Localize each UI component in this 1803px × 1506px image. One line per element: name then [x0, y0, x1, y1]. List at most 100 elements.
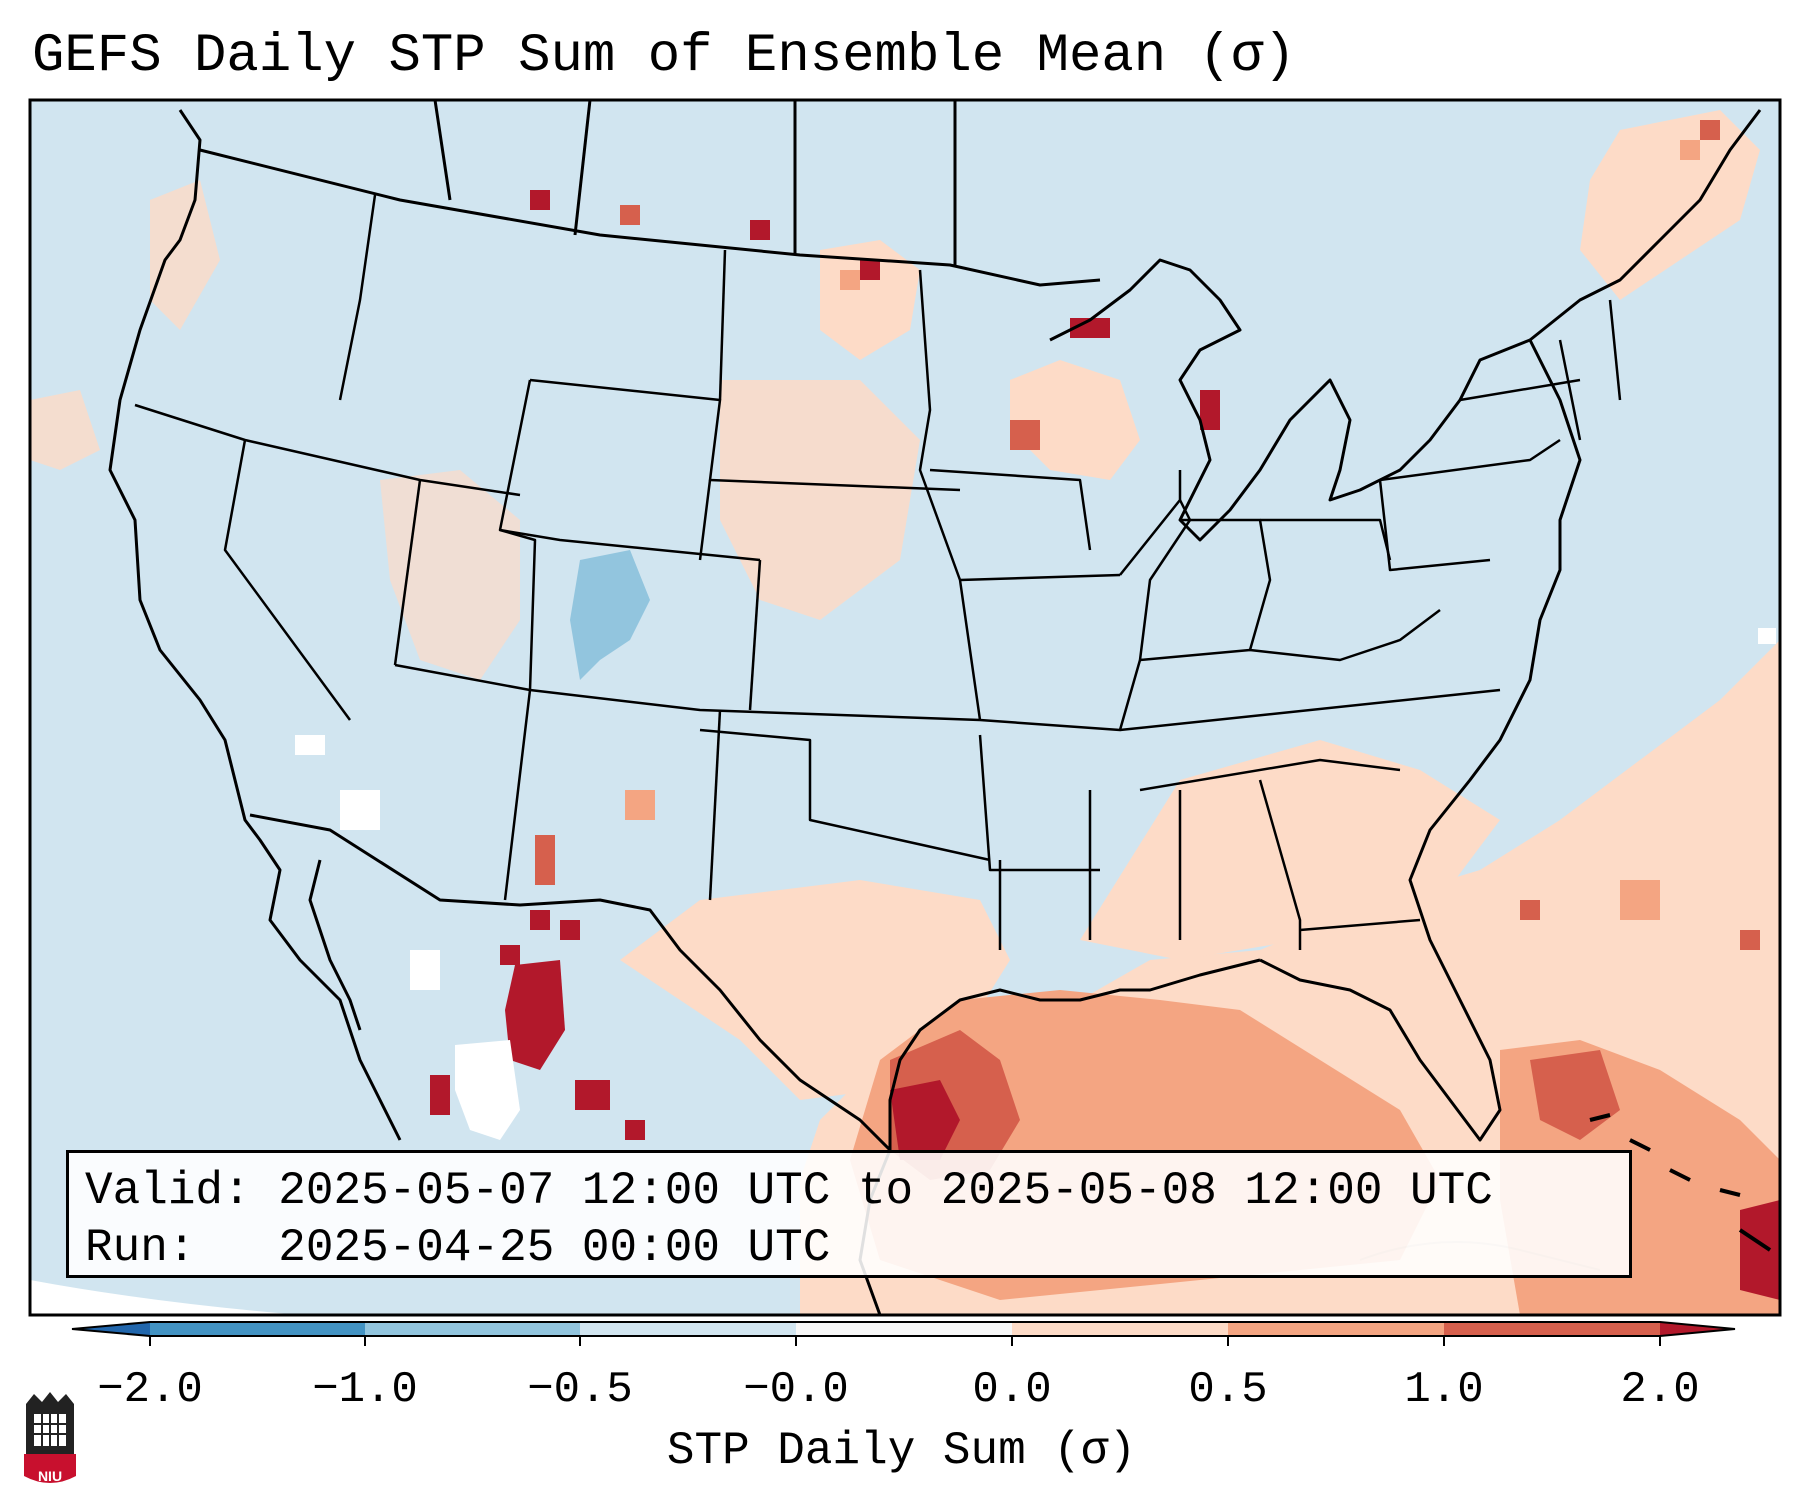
canada-province-line — [573, 100, 592, 236]
map-outlines — [108, 100, 1772, 1315]
state-line — [1180, 518, 1272, 651]
new-mexico-cell — [535, 835, 555, 885]
island — [1719, 1188, 1741, 1197]
colorbar — [71, 1321, 1736, 1346]
wisconsin-positive-region — [1010, 360, 1140, 480]
state-line — [1558, 339, 1582, 441]
new-mexico-cell — [625, 790, 655, 820]
state-line — [918, 269, 982, 721]
state-line — [498, 379, 761, 562]
caribbean-corner-max — [1740, 1200, 1780, 1300]
state-line — [1139, 758, 1401, 792]
run-label: Run: — [85, 1222, 196, 1274]
state-line — [699, 728, 991, 862]
lake-superior-cell — [1070, 318, 1110, 338]
colorbar-segment — [1012, 1322, 1228, 1336]
deep-south-positive-region — [1080, 740, 1500, 960]
state-line — [978, 734, 1100, 872]
valid-row: Valid: 2025-05-07 12:00 UTC to 2025-05-0… — [85, 1163, 1629, 1220]
baja-neutral-cell — [340, 790, 380, 830]
west-coastline — [108, 109, 402, 1141]
state-line — [393, 479, 422, 666]
colorbar-tick-label: −0.0 — [743, 1365, 849, 1415]
colorbar-tick-label: −2.0 — [97, 1365, 203, 1415]
colorbar-segment — [1228, 1322, 1444, 1336]
mexico-cell — [430, 1075, 450, 1115]
canada-province-line — [433, 100, 452, 201]
gulf-coastline — [888, 958, 1261, 1150]
colorado-negative-region — [570, 550, 650, 680]
baja-coastline — [308, 859, 362, 1031]
state-line — [1299, 918, 1421, 932]
niu-logo: NIU — [20, 1390, 80, 1490]
atlantic-cell — [1620, 880, 1660, 920]
state-line — [223, 439, 352, 721]
island — [1629, 1138, 1651, 1152]
colorbar-segment — [580, 1322, 796, 1336]
sonora-neutral-cell — [410, 950, 440, 990]
state-line — [1378, 479, 1491, 572]
map-frame — [28, 98, 1782, 1317]
great-lakes-coastline — [1049, 258, 1531, 542]
state-line — [698, 479, 712, 561]
quebec-cell — [1680, 140, 1700, 160]
mexico-cell — [500, 945, 520, 965]
figure-title: GEFS Daily STP Sum of Ensemble Mean (σ) — [32, 26, 1296, 87]
state-line — [959, 573, 1121, 582]
state-line — [1139, 609, 1441, 662]
nevada-neutral-cell — [295, 735, 325, 755]
dakotas-cell — [860, 260, 880, 280]
valid-run-info-box: Valid: 2025-05-07 12:00 UTC to 2025-05-0… — [66, 1150, 1632, 1278]
east-coastline — [1259, 339, 1582, 1142]
colorbar-tick-label: −1.0 — [312, 1365, 418, 1415]
mexico-cell — [560, 920, 580, 940]
state-line — [394, 663, 981, 722]
niu-logo-text: NIU — [37, 1468, 63, 1484]
mexico-cell — [530, 910, 550, 930]
mexico-high-region-1 — [505, 960, 565, 1070]
state-line — [529, 378, 961, 492]
colorbar-segment — [365, 1322, 580, 1336]
colorbar-tick-label: 1.0 — [1404, 1365, 1484, 1415]
michigan-cell — [1200, 390, 1220, 430]
colorbar-over-triangle — [1660, 1322, 1735, 1336]
colorbar-under-triangle — [72, 1322, 150, 1336]
valid-label: Valid: — [85, 1165, 251, 1217]
state-lines — [134, 194, 1622, 950]
gulf-max-region — [890, 1080, 960, 1160]
state-line — [1608, 299, 1622, 401]
state-line — [748, 559, 762, 711]
state-line — [1459, 378, 1581, 402]
state-line — [1119, 688, 1501, 732]
colorbar-tick-label: −0.5 — [527, 1365, 633, 1415]
plains-positive-region — [720, 380, 920, 620]
atlantic-neutral-cell — [1758, 628, 1776, 644]
projection-edge — [30, 1280, 302, 1315]
us-mexico-border — [249, 813, 892, 1152]
mexico-neutral-region — [455, 1040, 520, 1140]
colorbar-tick-label: 2.0 — [1620, 1365, 1700, 1415]
east-coastline — [1529, 109, 1762, 342]
state-line — [1138, 499, 1192, 661]
mexico-cell — [625, 1120, 645, 1140]
state-line — [718, 249, 727, 401]
island — [1669, 1168, 1691, 1182]
us-canada-border — [199, 148, 1101, 287]
colorbar-segment — [796, 1322, 1012, 1336]
atlantic-cell — [1740, 930, 1760, 950]
montana-cell — [750, 220, 770, 240]
state-line — [499, 528, 537, 901]
state-line — [929, 468, 1092, 551]
pacific-nw-positive-region — [150, 180, 220, 330]
dakotas-cell — [840, 270, 860, 290]
wisconsin-cell — [1010, 420, 1040, 450]
caribbean-islands — [1589, 1113, 1772, 1252]
montana-cell — [620, 205, 640, 225]
mexico-high-region-2 — [575, 1080, 610, 1110]
colorbar-segment — [150, 1322, 365, 1336]
colorbar-tick-label: 0.0 — [972, 1365, 1052, 1415]
west-coast-positive-region — [30, 390, 100, 470]
valid-value: 2025-05-07 12:00 UTC to 2025-05-08 12:00… — [278, 1165, 1493, 1217]
